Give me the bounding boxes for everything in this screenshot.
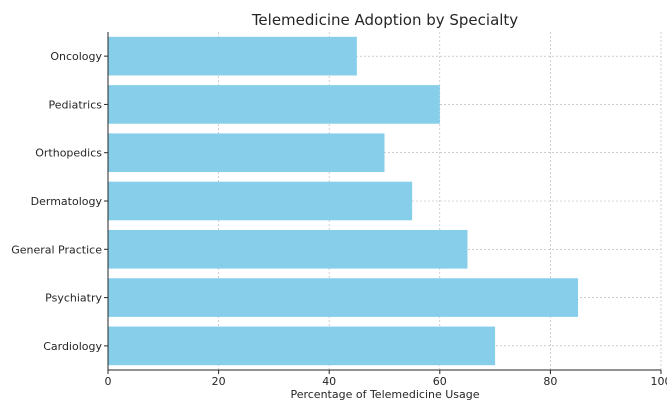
- bar-pediatrics: [108, 85, 440, 124]
- x-tick-label-40: 40: [322, 375, 336, 388]
- bar-oncology: [108, 37, 357, 76]
- bar-dermatology: [108, 182, 412, 221]
- x-tick-labels: 0 20 40 60 80 100: [105, 375, 667, 388]
- y-tick-label-oncology: Oncology: [50, 50, 102, 63]
- y-tick-label-pediatrics: Pediatrics: [49, 98, 103, 111]
- bar-cardiology: [108, 327, 495, 366]
- y-tick-label-general-practice: General Practice: [11, 243, 102, 256]
- y-tick-label-psychiatry: Psychiatry: [45, 292, 102, 305]
- x-tick-label-60: 60: [433, 375, 447, 388]
- chart-title: Telemedicine Adoption by Specialty: [251, 11, 518, 29]
- x-tick-label-100: 100: [651, 375, 667, 388]
- bar-orthopedics: [108, 133, 385, 172]
- bars: [108, 37, 578, 365]
- x-tick-label-80: 80: [543, 375, 557, 388]
- y-tick-label-cardiology: Cardiology: [43, 340, 102, 353]
- x-tick-label-20: 20: [212, 375, 226, 388]
- bar-psychiatry: [108, 278, 578, 317]
- bar-general-practice: [108, 230, 467, 269]
- y-tick-labels: Cardiology Psychiatry General Practice Derm…: [11, 50, 102, 353]
- x-tick-label-0: 0: [105, 375, 112, 388]
- y-tick-label-dermatology: Dermatology: [31, 195, 103, 208]
- x-axis-label: Percentage of Telemedicine Usage: [290, 388, 479, 401]
- y-tick-label-orthopedics: Orthopedics: [35, 147, 102, 160]
